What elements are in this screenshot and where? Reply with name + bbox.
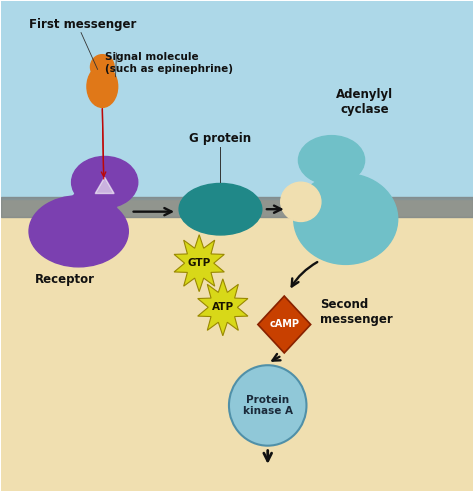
Polygon shape xyxy=(95,177,114,193)
Text: Protein
kinase A: Protein kinase A xyxy=(243,395,293,416)
Ellipse shape xyxy=(179,184,262,235)
Text: First messenger: First messenger xyxy=(29,18,137,31)
Text: Signal molecule
(such as epinephrine): Signal molecule (such as epinephrine) xyxy=(105,52,233,74)
Text: Receptor: Receptor xyxy=(35,273,94,286)
Text: G protein: G protein xyxy=(190,132,252,146)
Text: GTP: GTP xyxy=(188,258,211,268)
Bar xyxy=(0,0,474,199)
Polygon shape xyxy=(174,235,224,292)
Ellipse shape xyxy=(87,66,118,107)
Ellipse shape xyxy=(69,187,117,226)
Text: Adenylyl
cyclase: Adenylyl cyclase xyxy=(336,88,393,116)
Ellipse shape xyxy=(72,156,138,208)
Polygon shape xyxy=(258,296,310,353)
Text: cAMP: cAMP xyxy=(269,319,299,330)
Bar xyxy=(0,197,474,217)
Text: Second
messenger: Second messenger xyxy=(319,298,392,326)
Ellipse shape xyxy=(299,136,365,184)
Text: ATP: ATP xyxy=(212,302,234,312)
Circle shape xyxy=(91,55,114,79)
Ellipse shape xyxy=(29,196,128,267)
Ellipse shape xyxy=(281,182,321,221)
Ellipse shape xyxy=(294,174,398,264)
Polygon shape xyxy=(198,279,248,336)
Circle shape xyxy=(229,365,307,446)
